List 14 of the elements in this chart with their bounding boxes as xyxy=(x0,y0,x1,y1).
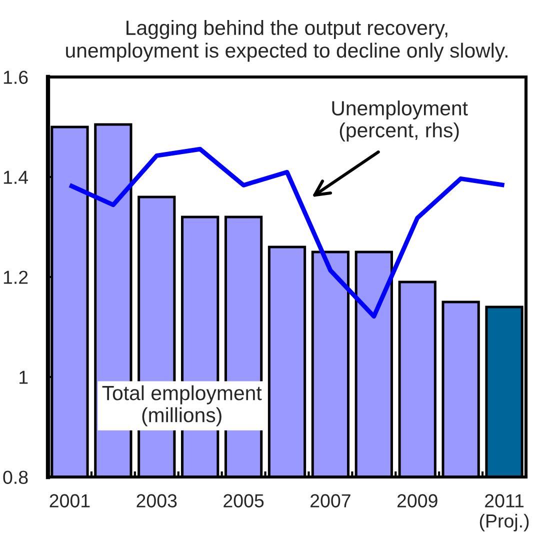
x-tick-label: 2005 xyxy=(224,494,264,508)
y-tick-label: 1 xyxy=(20,370,28,384)
chart-title: Lagging behind the output recovery, unemployment is expected to decline only slowly. xyxy=(66,20,508,62)
x-tick-label: 2011 (Proj.) xyxy=(480,494,529,532)
x-tick-label: 2007 xyxy=(310,494,350,508)
series-label: Unemployment (percent, rhs) xyxy=(332,100,468,142)
y-tick-label: 1.2 xyxy=(4,270,28,284)
y-tick-label: 1.6 xyxy=(4,70,28,84)
x-tick-label: 2001 xyxy=(50,494,90,508)
y-tick-label: 1.4 xyxy=(4,170,28,184)
x-tick-label: 2003 xyxy=(136,494,177,508)
y-tick-label: 0.8 xyxy=(3,470,28,484)
series-label: Total employment (millions) xyxy=(102,385,262,426)
x-tick-label: 2009 xyxy=(397,494,438,508)
